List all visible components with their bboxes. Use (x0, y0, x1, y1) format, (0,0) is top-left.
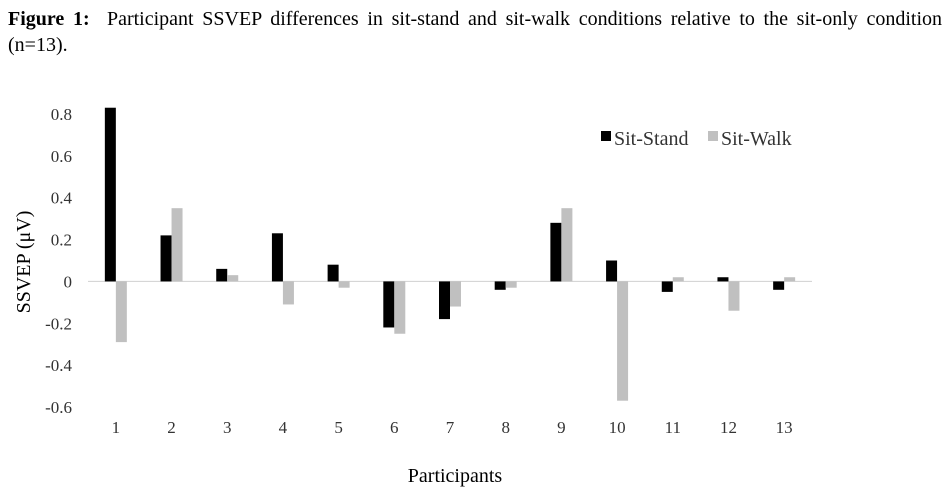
x-tick-label: 4 (279, 418, 288, 437)
y-tick-label: 0.6 (51, 147, 72, 166)
bar-sit-stand-9 (550, 222, 562, 282)
y-tick-label: 0 (64, 272, 73, 291)
bars (104, 107, 796, 401)
bar-sit-stand-8 (494, 281, 506, 290)
bar-sit-walk-10 (617, 281, 629, 401)
bar-sit-stand-11 (661, 281, 673, 292)
figure-caption-text: Participant SSVEP differences in sit-sta… (8, 8, 942, 56)
bar-sit-stand-2 (160, 235, 172, 282)
y-axis-label: SSVEP (μV) (13, 211, 35, 314)
bar-sit-walk-6 (394, 281, 406, 334)
y-axis-ticks: -0.6 -0.4 -0.2 0 0.2 0.4 0.6 0.8 (45, 105, 72, 417)
x-tick-label: 11 (665, 418, 681, 437)
x-tick-label: 6 (390, 418, 399, 437)
x-axis-ticks: 1 2 3 4 5 6 7 8 9 10 11 12 13 (112, 418, 793, 437)
bar-sit-walk-13 (784, 277, 796, 282)
bar-sit-stand-4 (271, 233, 283, 282)
x-tick-label: 5 (334, 418, 343, 437)
y-tick-label: -0.6 (45, 398, 72, 417)
x-tick-label: 10 (609, 418, 626, 437)
x-tick-label: 8 (501, 418, 510, 437)
figure-label: Figure 1: (8, 8, 90, 30)
x-tick-label: 3 (223, 418, 232, 437)
y-tick-label: -0.2 (45, 314, 72, 333)
bar-sit-walk-9 (561, 208, 573, 282)
bar-sit-stand-3 (216, 268, 228, 282)
bar-sit-stand-5 (327, 264, 339, 282)
legend-swatch-sit-walk (708, 131, 718, 141)
y-tick-label: -0.4 (45, 356, 72, 375)
y-tick-label: 0.4 (51, 189, 73, 208)
x-tick-label: 12 (720, 418, 737, 437)
legend-label-sit-walk: Sit-Walk (721, 128, 792, 150)
bar-sit-stand-12 (717, 277, 729, 282)
y-tick-label: 0.8 (51, 105, 72, 124)
bar-sit-walk-12 (728, 281, 740, 311)
legend-swatch-sit-stand (601, 131, 611, 141)
figure-caption: Figure 1: Participant SSVEP differences … (8, 6, 942, 58)
x-tick-label: 1 (112, 418, 121, 437)
bar-sit-walk-5 (338, 281, 350, 288)
x-tick-label: 7 (446, 418, 455, 437)
x-axis-label: Participants (408, 465, 503, 487)
x-tick-label: 13 (776, 418, 793, 437)
x-tick-label: 9 (557, 418, 566, 437)
bar-sit-walk-7 (450, 281, 461, 307)
bar-sit-stand-7 (439, 281, 450, 320)
legend-label-sit-stand: Sit-Stand (614, 128, 688, 150)
y-tick-label: 0.2 (51, 231, 72, 250)
bar-sit-walk-3 (227, 275, 239, 282)
bar-sit-stand-1 (104, 107, 116, 282)
bar-sit-stand-13 (773, 281, 785, 290)
bar-sit-walk-11 (672, 277, 684, 282)
bar-sit-walk-1 (115, 281, 127, 343)
bar-sit-stand-6 (383, 281, 395, 328)
bar-sit-walk-4 (282, 281, 294, 305)
x-tick-label: 2 (167, 418, 176, 437)
bar-sit-walk-2 (171, 208, 183, 282)
bar-sit-walk-8 (505, 281, 517, 288)
legend: Sit-Stand Sit-Walk (601, 128, 792, 150)
bar-sit-stand-10 (606, 260, 618, 282)
